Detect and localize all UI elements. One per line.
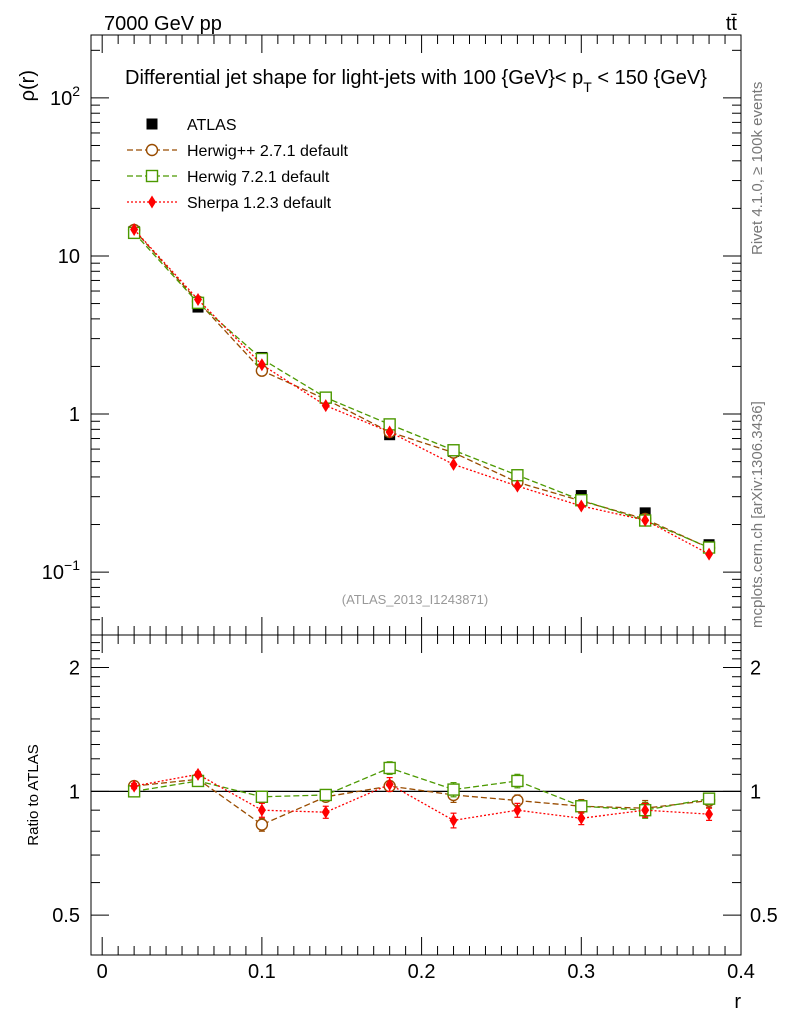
x-axis-label: r [734, 991, 741, 1013]
data-point [449, 457, 458, 471]
x-tick-label: 0.4 [727, 961, 755, 983]
main-series-layer [127, 223, 716, 561]
ratio-series-line-0 [134, 778, 710, 826]
ratio-data-point [319, 788, 332, 802]
ratio-data-point [575, 800, 588, 813]
y-tick-label: 10−1 [42, 557, 80, 584]
legend-label: Herwig 7.2.1 default [187, 169, 330, 186]
legend-marker [148, 195, 156, 209]
data-point [321, 399, 330, 413]
series-line-3 [133, 229, 710, 555]
ratio-data-point [255, 790, 269, 803]
x-tick-label: 0 [97, 961, 108, 983]
energy-label: 7000 GeV pp [104, 13, 222, 35]
main-axis-ticks: 10−1 1 10 102 [42, 35, 742, 636]
data-point [511, 469, 524, 482]
legend-label: ATLAS [187, 117, 237, 134]
y-tick-label: 1 [69, 404, 80, 426]
chart-title-sub: T [583, 79, 592, 95]
ratio-y-tick-label-right: 1 [750, 781, 761, 803]
mcplots-label: mcplots.cern.ch [arXiv:1306.3436] [749, 401, 766, 628]
legend: ATLAS Herwig++ 2.7.1 default Herwig 7.2.1 … [127, 117, 349, 212]
ratio-data-point [705, 807, 714, 821]
ratio-y-tick-label-right: 2 [750, 658, 761, 680]
ratio-data-point [385, 777, 394, 791]
ratio-y-tick-label: 2 [69, 658, 80, 680]
rivet-label: Rivet 4.1.0, ≥ 100k events [749, 82, 766, 255]
chart-title: Differential jet shape for light-jets wi… [125, 67, 707, 95]
series-line-1 [133, 229, 710, 549]
ratio-data-point [513, 803, 522, 817]
data-point [194, 293, 203, 307]
reference-label: (ATLAS_2013_I1243871) [342, 592, 488, 607]
ratio-data-point [194, 767, 203, 781]
data-point [513, 479, 522, 493]
legend-marker [145, 169, 159, 183]
legend-label: Sherpa 1.2.3 default [187, 195, 332, 212]
ratio-data-point [511, 774, 524, 788]
ratio-y-tick-label-right: 0.5 [750, 905, 778, 927]
data-point [705, 547, 714, 561]
ratio-data-point [257, 803, 266, 817]
ratio-data-point [577, 811, 586, 825]
process-label: tt̄ [726, 13, 738, 35]
data-point [257, 358, 266, 372]
ratio-data-point [449, 813, 458, 827]
ratio-series-layer [127, 761, 716, 832]
y-tick-label: 10 [58, 246, 80, 268]
legend-marker [146, 118, 158, 130]
ratio-series-line-1 [134, 767, 710, 811]
data-point [385, 425, 394, 439]
ratio-data-point [255, 818, 269, 831]
ratio-data-point [702, 792, 716, 805]
chart-title-prefix: Differential jet shape for light-jets wi… [125, 67, 583, 89]
ratio-y-axis-label: Ratio to ATLAS [25, 744, 42, 845]
y-tick-label: 102 [50, 83, 80, 110]
x-tick-label: 0.2 [408, 961, 436, 983]
legend-label: Herwig++ 2.7.1 default [187, 143, 349, 160]
data-point [641, 513, 650, 527]
ratio-axis-ticks: 0 0.1 0.2 0.3 0.4 0.5 0.5 1 1 2 2 [52, 635, 778, 983]
ratio-series-line-2 [134, 773, 710, 822]
x-tick-label: 0.3 [567, 961, 595, 983]
data-point [130, 223, 139, 237]
ratio-plot-frame [90, 634, 742, 956]
ratio-data-point [130, 779, 139, 793]
data-point [447, 444, 460, 457]
ratio-y-tick-label: 0.5 [52, 905, 80, 927]
ratio-data-point [321, 805, 330, 819]
ratio-data-point [641, 803, 650, 817]
ratio-data-point [383, 761, 396, 775]
x-tick-label: 0.1 [248, 961, 276, 983]
y-axis-label: ρ(r) [17, 70, 39, 101]
series-line-2 [133, 232, 710, 549]
legend-marker [145, 143, 159, 157]
chart-title-suffix: < 150 {GeV} [592, 67, 707, 89]
data-point [577, 499, 586, 513]
ratio-y-tick-label: 1 [69, 781, 80, 803]
ratio-data-point [447, 783, 460, 796]
